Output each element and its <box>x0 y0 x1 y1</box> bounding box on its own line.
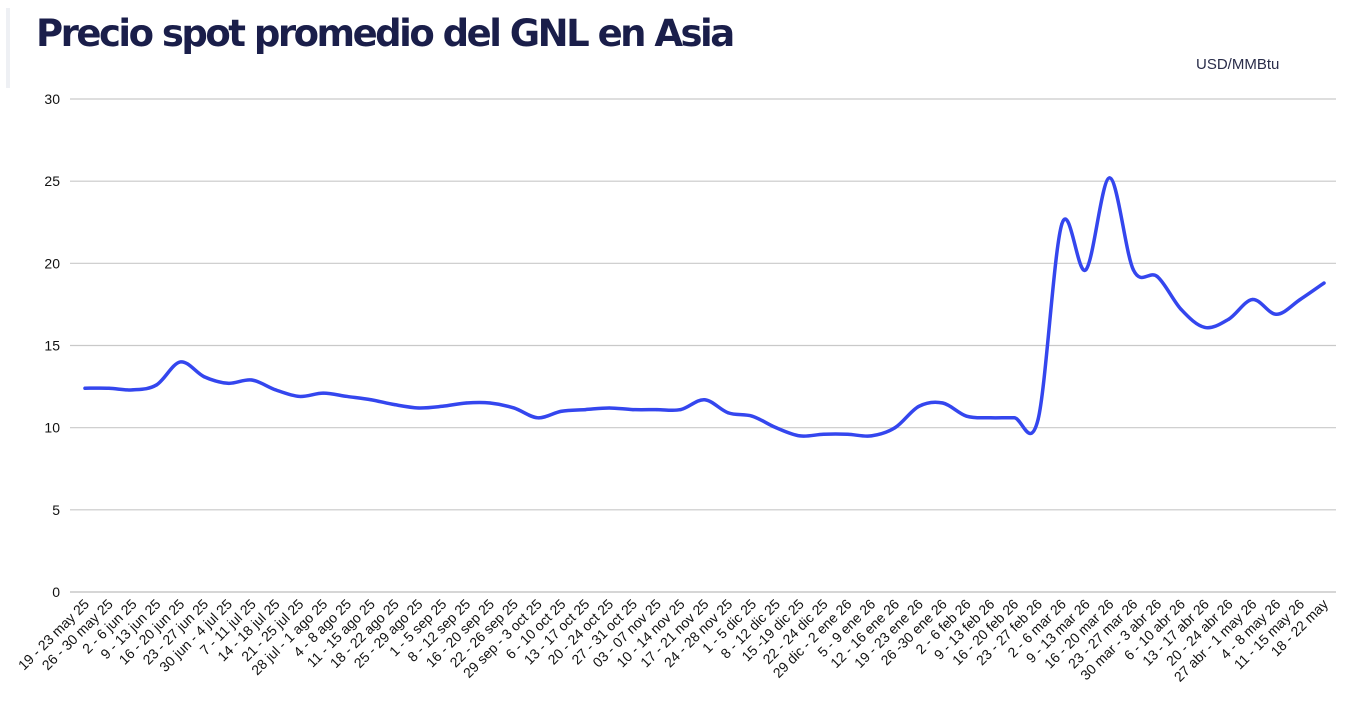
data-point <box>154 383 159 387</box>
data-point <box>726 411 730 415</box>
data-point <box>798 434 802 438</box>
data-point <box>393 403 397 407</box>
data-point <box>822 432 826 436</box>
data-point <box>83 386 87 390</box>
y-tick-label: 30 <box>44 91 60 107</box>
data-point <box>893 426 897 430</box>
data-point <box>226 381 230 385</box>
data-point <box>631 407 635 412</box>
data-point <box>321 391 325 395</box>
data-point <box>1322 281 1326 285</box>
data-point <box>917 404 921 408</box>
y-tick-label: 15 <box>44 338 60 354</box>
data-point <box>964 414 969 418</box>
data-point <box>488 401 492 405</box>
title-accent-bar <box>6 8 10 88</box>
data-point <box>274 388 278 392</box>
data-point <box>941 401 945 405</box>
data-point <box>369 398 373 402</box>
y-tick-label: 5 <box>52 502 60 518</box>
data-point <box>702 398 707 402</box>
data-point <box>845 432 850 436</box>
data-point <box>583 407 587 412</box>
data-point <box>107 386 111 390</box>
data-point <box>297 394 302 399</box>
data-point <box>988 416 993 420</box>
data-point <box>1250 297 1255 302</box>
chart-title: Precio spot promedio del GNL en Asia <box>36 12 735 55</box>
data-point <box>1084 268 1088 272</box>
y-tick-label: 20 <box>44 255 60 271</box>
gridlines <box>70 98 1336 593</box>
data-point <box>345 394 349 399</box>
data-point <box>202 375 206 379</box>
data-point <box>1227 317 1231 321</box>
data-point <box>1036 417 1040 422</box>
data-point <box>1179 307 1183 311</box>
y-tick-label: 10 <box>44 420 60 436</box>
data-point <box>131 388 135 392</box>
data-point <box>416 406 421 410</box>
data-point <box>869 434 873 438</box>
data-point <box>679 407 683 412</box>
data-point <box>750 414 754 418</box>
data-point <box>1155 274 1159 279</box>
data-point <box>250 378 254 382</box>
data-points <box>83 176 1326 438</box>
data-point <box>607 406 611 410</box>
y-tick-label: 0 <box>52 584 60 600</box>
data-point <box>178 360 182 364</box>
data-point <box>1107 176 1112 180</box>
data-point <box>1012 416 1016 420</box>
data-point <box>655 407 659 412</box>
y-axis-ticks: 0 5 10 15 20 25 30 <box>44 91 60 600</box>
data-point <box>440 404 445 408</box>
data-point <box>559 409 564 413</box>
data-point <box>1060 222 1064 226</box>
y-tick-label: 25 <box>44 173 60 189</box>
data-point <box>464 401 468 405</box>
data-point <box>1131 268 1135 272</box>
series-line <box>83 176 1326 438</box>
data-point <box>1203 325 1207 330</box>
data-point <box>512 406 516 410</box>
data-point <box>1274 312 1278 316</box>
data-point <box>536 416 540 420</box>
data-point <box>774 426 778 430</box>
data-point <box>1298 297 1302 302</box>
y-axis-unit-label: USD/MMBtu <box>1196 56 1280 73</box>
